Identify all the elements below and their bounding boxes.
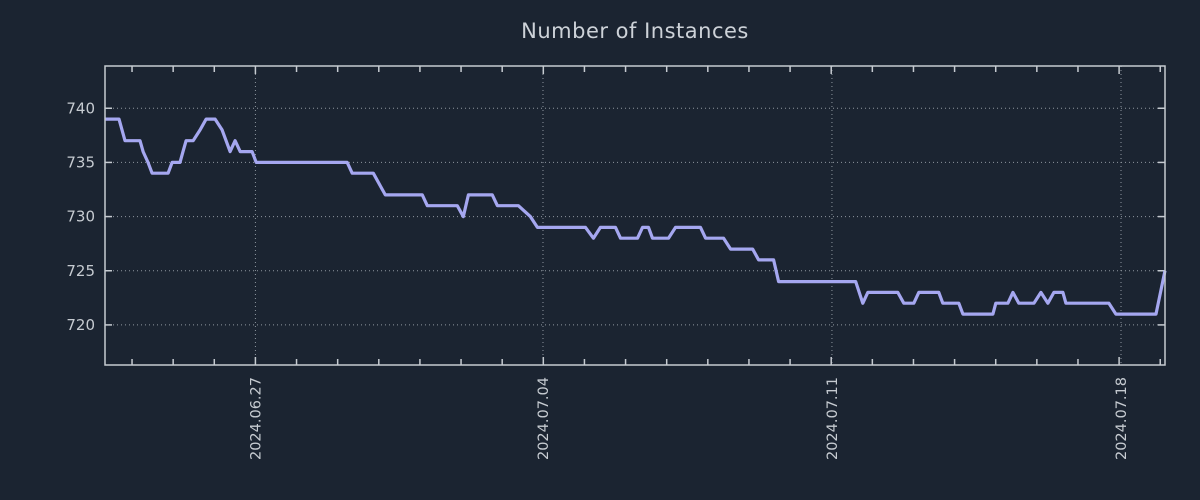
y-tick-label: 735 [66,153,95,171]
y-tick-label: 725 [66,262,95,280]
series-line [105,117,1167,316]
x-tick-label: 2024.06.27 [248,377,264,460]
y-tick-label: 730 [66,208,95,226]
chart-layers: 720 725 730 735 740 2024.06.27 2024.07.04 2024.… [66,65,1167,460]
plot-border [104,65,1166,366]
y-tick-label: 720 [66,316,95,334]
chart-title: Number of Instances [521,19,749,43]
x-tick-label: 2024.07.18 [1114,377,1130,460]
x-tick-label: 2024.07.11 [825,377,841,460]
y-tick-label: 740 [66,99,95,117]
x-tick-label: 2024.07.04 [536,377,552,460]
